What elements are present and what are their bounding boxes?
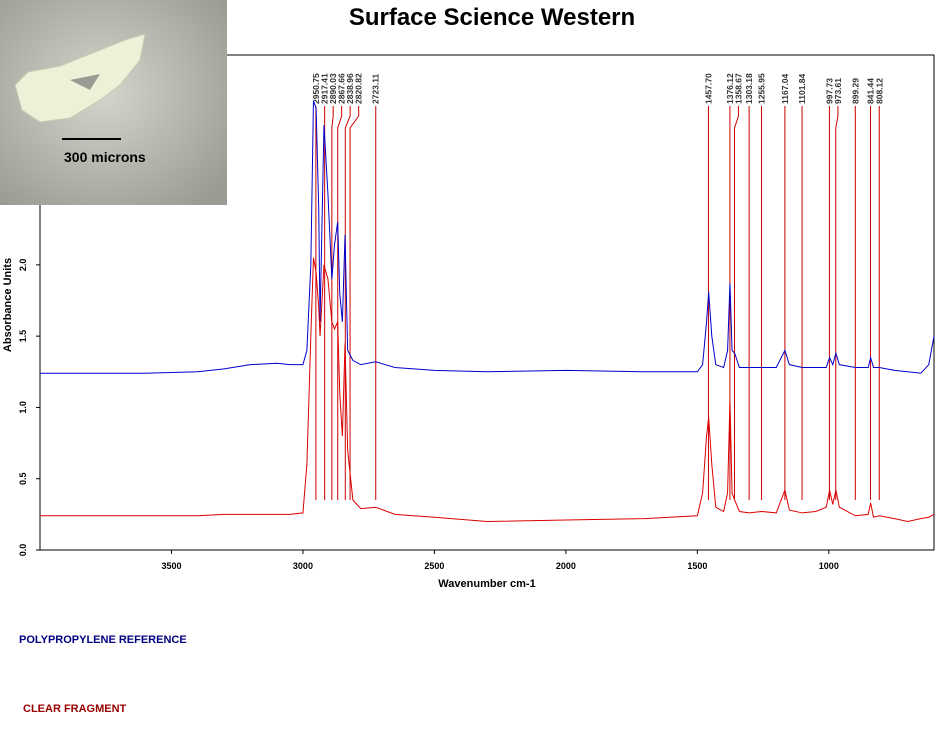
peak-label: 2950.75	[311, 73, 321, 104]
peak-label: 1358.67	[733, 73, 743, 104]
peak-label: 2867.66	[337, 73, 347, 104]
y-tick-label: 2.0	[18, 259, 28, 272]
peak-label: 1303.18	[744, 73, 754, 104]
peak-line	[734, 106, 739, 500]
y-tick-label: 1.0	[18, 401, 28, 414]
peak-label: 2890.03	[328, 73, 338, 104]
x-tick-label: 2000	[556, 561, 576, 571]
peak-label: 2820.82	[354, 73, 364, 104]
peak-label: 2917.41	[320, 73, 330, 104]
peak-line	[337, 106, 343, 500]
fragment-shadow	[70, 74, 100, 90]
spectrum-line	[40, 257, 935, 523]
x-tick-label: 2500	[424, 561, 444, 571]
legend: POLYPROPYLENE REFERENCE CLEAR FRAGMENT	[19, 634, 187, 715]
legend-entry: POLYPROPYLENE REFERENCE	[19, 634, 187, 646]
x-tick-label: 1500	[687, 561, 707, 571]
peak-label: 1167.04	[780, 73, 790, 104]
y-tick-label: 0.0	[18, 544, 28, 557]
peak-label: 973.61	[833, 78, 843, 104]
y-axis-label: Absorbance Units	[2, 258, 14, 352]
plot-frame	[39, 54, 935, 551]
plot-area: 0.0 0.5 1.0 1.5 2.0 3500 3000 2500 2000 1500 1000 2…	[18, 73, 935, 571]
x-tick-label: 3000	[293, 561, 313, 571]
x-tick-label: 3500	[161, 561, 181, 571]
peak-label: 1101.84	[797, 73, 807, 104]
legend-entry: CLEAR FRAGMENT	[23, 703, 127, 715]
chart-title: Surface Science Western	[349, 4, 635, 31]
peak-label: 2723.11	[371, 73, 381, 104]
scale-label: 300 microns	[64, 149, 146, 165]
peak-label: 997.73	[824, 78, 834, 104]
peak-line	[835, 106, 839, 500]
peak-label: 1457.70	[703, 73, 713, 104]
x-axis-label: Wavenumber cm-1	[438, 578, 535, 590]
peak-line	[331, 106, 334, 500]
y-tick-label: 1.5	[18, 330, 28, 343]
peak-label: 2838.96	[345, 73, 355, 104]
peak-line	[344, 106, 351, 500]
peak-label: 1255.95	[757, 73, 767, 104]
peak-label: 808.12	[874, 78, 884, 104]
spectrum-line	[40, 100, 935, 374]
x-tick-label: 1000	[819, 561, 839, 571]
peak-label: 841.44	[866, 78, 876, 104]
y-tick-label: 0.5	[18, 472, 28, 485]
peak-label: 1376.12	[725, 73, 735, 104]
peak-line	[349, 106, 360, 500]
peak-label: 899.29	[850, 78, 860, 104]
inset-image: 300 microns	[0, 0, 227, 205]
